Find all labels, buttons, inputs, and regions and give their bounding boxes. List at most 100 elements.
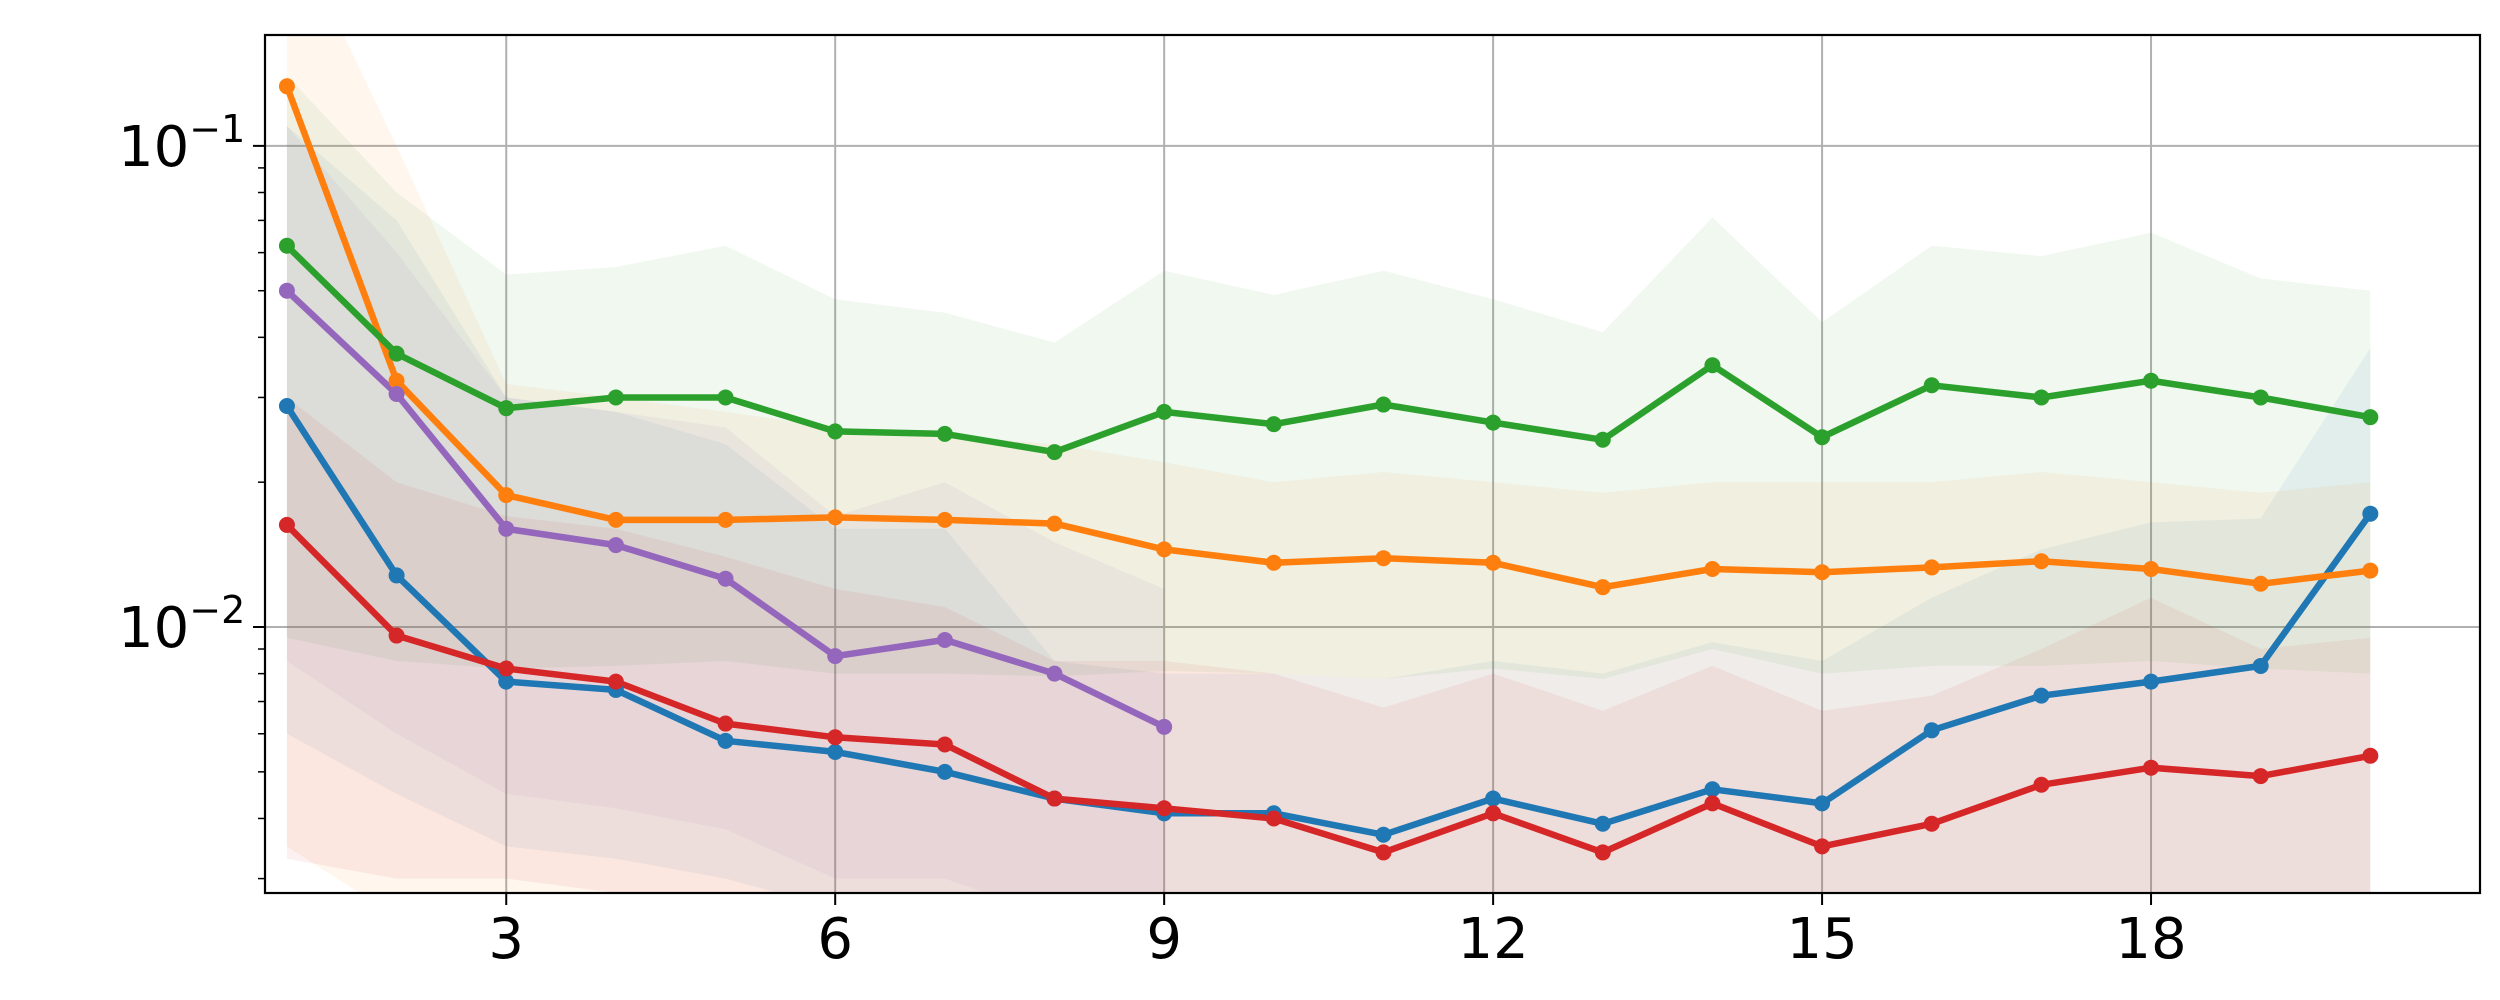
data-point-series-4 xyxy=(1485,805,1502,822)
data-point-series-5 xyxy=(827,648,844,665)
data-point-series-3 xyxy=(2033,389,2050,406)
data-point-series-1 xyxy=(498,673,515,690)
data-point-series-1 xyxy=(1375,826,1392,843)
data-point-series-3 xyxy=(717,389,734,406)
data-point-series-4 xyxy=(2143,759,2160,776)
data-point-series-5 xyxy=(717,570,734,587)
data-point-series-2 xyxy=(2252,575,2269,592)
data-point-series-4 xyxy=(278,516,295,533)
data-point-series-2 xyxy=(1046,515,1063,532)
data-point-series-4 xyxy=(1923,815,1940,832)
axis-ticks xyxy=(253,144,2153,905)
x-tick-label: 6 xyxy=(817,907,853,972)
data-point-series-3 xyxy=(498,400,515,417)
data-point-series-1 xyxy=(827,743,844,760)
data-point-series-5 xyxy=(278,282,295,299)
confidence-band-series-1 xyxy=(286,126,2371,893)
data-point-series-3 xyxy=(1814,429,1831,446)
data-point-series-3 xyxy=(1265,416,1282,433)
data-point-series-5 xyxy=(1046,665,1063,682)
data-point-series-1 xyxy=(1923,722,1940,739)
data-point-series-3 xyxy=(1704,357,1721,374)
confidence-band-series-4 xyxy=(286,397,2371,893)
data-point-series-2 xyxy=(607,511,624,528)
data-point-series-2 xyxy=(1814,564,1831,581)
data-point-series-1 xyxy=(2143,673,2160,690)
data-point-series-2 xyxy=(1156,541,1173,558)
data-point-series-3 xyxy=(278,237,295,254)
data-point-series-3 xyxy=(607,389,624,406)
data-point-series-2 xyxy=(1704,560,1721,577)
x-tick-label: 15 xyxy=(1786,907,1857,972)
data-point-series-2 xyxy=(2362,562,2379,579)
data-point-series-3 xyxy=(2143,372,2160,389)
data-point-series-4 xyxy=(2252,768,2269,785)
data-point-series-4 xyxy=(1046,790,1063,807)
grid xyxy=(265,35,2480,893)
data-point-series-1 xyxy=(936,763,953,780)
series-line-4 xyxy=(283,521,2374,856)
data-point-series-3 xyxy=(936,425,953,442)
data-point-series-3 xyxy=(1375,396,1392,413)
data-point-series-4 xyxy=(388,627,405,644)
data-point-series-1 xyxy=(2252,657,2269,674)
x-tick-label: 18 xyxy=(2115,907,2186,972)
data-point-series-1 xyxy=(717,732,734,749)
x-tick-label: 9 xyxy=(1146,907,1182,972)
data-point-series-4 xyxy=(1704,795,1721,812)
data-point-series-1 xyxy=(2033,687,2050,704)
data-point-series-3 xyxy=(388,345,405,362)
data-point-series-2 xyxy=(388,372,405,389)
confidence-band-series-3 xyxy=(286,75,2371,679)
x-tick-label: 3 xyxy=(488,907,524,972)
axis-tick-labels: 3 6 9 12 15 18 10−1 10−2 xyxy=(118,107,2187,972)
data-point-series-2 xyxy=(1485,554,1502,571)
data-point-series-3 xyxy=(1594,431,1611,448)
confidence-band-series-2 xyxy=(286,35,2371,893)
data-point-series-2 xyxy=(2143,560,2160,577)
data-point-series-5 xyxy=(388,385,405,402)
data-point-series-1 xyxy=(1485,790,1502,807)
data-point-series-4 xyxy=(2362,747,2379,764)
x-tick-label: 12 xyxy=(1457,907,1528,972)
data-point-series-5 xyxy=(498,520,515,537)
data-point-series-4 xyxy=(936,736,953,753)
confidence-bands xyxy=(286,35,2371,893)
data-point-series-2 xyxy=(936,511,953,528)
data-point-series-1 xyxy=(1704,781,1721,798)
data-point-series-3 xyxy=(2362,409,2379,426)
y-tick-label: 10−2 xyxy=(118,588,245,661)
data-point-series-3 xyxy=(1156,403,1173,420)
data-point-series-1 xyxy=(1594,815,1611,832)
data-point-series-2 xyxy=(1375,550,1392,567)
confidence-band-series-5 xyxy=(286,126,1165,893)
data-point-series-4 xyxy=(498,660,515,677)
series-points xyxy=(278,78,2379,861)
series-line-1 xyxy=(283,402,2374,839)
data-point-series-2 xyxy=(2033,553,2050,570)
data-point-series-4 xyxy=(1265,810,1282,827)
data-point-series-1 xyxy=(1814,795,1831,812)
plot-frame xyxy=(263,33,2482,895)
series-line-3 xyxy=(283,242,2374,456)
data-point-series-2 xyxy=(1923,559,1940,576)
data-point-series-2 xyxy=(1265,554,1282,571)
data-point-series-1 xyxy=(2362,505,2379,522)
data-point-series-2 xyxy=(278,78,295,95)
data-point-series-4 xyxy=(2033,776,2050,793)
data-point-series-3 xyxy=(2252,389,2269,406)
data-point-series-4 xyxy=(607,673,624,690)
data-point-series-4 xyxy=(1375,844,1392,861)
data-point-series-2 xyxy=(717,511,734,528)
data-point-series-3 xyxy=(1046,444,1063,461)
data-point-series-4 xyxy=(1814,838,1831,855)
data-point-series-4 xyxy=(1156,800,1173,817)
data-point-series-5 xyxy=(607,537,624,554)
data-point-series-1 xyxy=(388,567,405,584)
data-point-series-4 xyxy=(1594,844,1611,861)
data-point-series-4 xyxy=(717,715,734,732)
data-point-series-3 xyxy=(1485,414,1502,431)
data-point-series-4 xyxy=(827,729,844,746)
